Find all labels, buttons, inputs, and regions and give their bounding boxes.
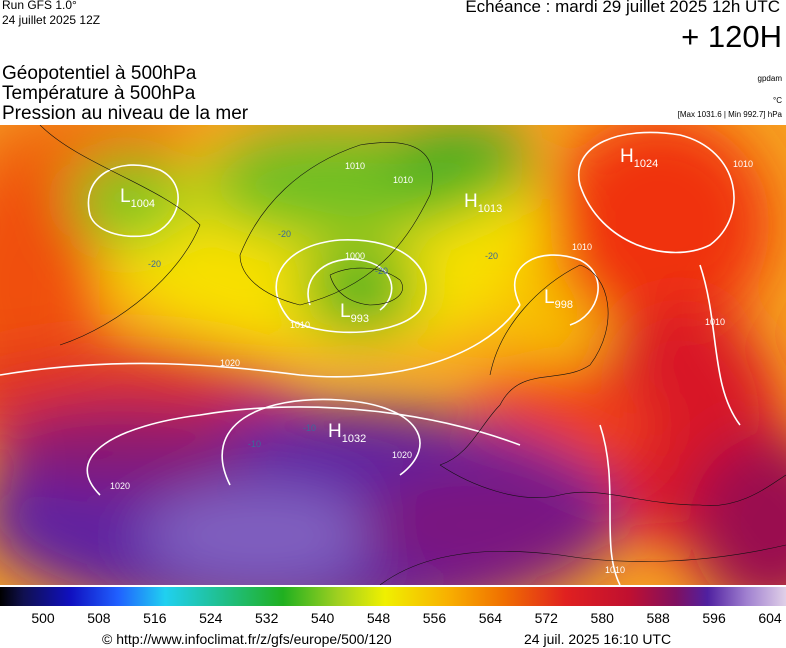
isobar-label: 1000 xyxy=(345,251,365,261)
run-date: 24 juillet 2025 12Z xyxy=(2,13,101,27)
center-value: 993 xyxy=(351,313,369,325)
temperature-label: -20 xyxy=(278,229,291,239)
valid-time: Echéance : mardi 29 juillet 2025 12h UTC xyxy=(465,0,780,16)
temperature-label: -10 xyxy=(303,423,316,433)
isobar-label: 1020 xyxy=(220,358,240,368)
colorbar-tick-label: 508 xyxy=(87,610,111,626)
pressure-center: H1032 xyxy=(328,421,366,445)
colorbar-tick-label: 564 xyxy=(478,610,503,626)
run-label: Run GFS 1.0° xyxy=(2,0,77,12)
colorbar-tick-label: 580 xyxy=(590,610,614,626)
colorbar-tick-label: 604 xyxy=(758,610,782,626)
temperature-label: -20 xyxy=(485,251,498,261)
isobar-label: 1010 xyxy=(733,159,753,169)
colorbar-tick-label: 524 xyxy=(199,610,223,626)
center-letter: L xyxy=(340,301,351,322)
temperature-label: -20 xyxy=(148,259,161,269)
isobar-label: 1010 xyxy=(572,242,592,252)
isobar-label: 1010 xyxy=(393,175,413,185)
center-value: 1024 xyxy=(634,158,658,170)
colorbar-tick-label: 556 xyxy=(422,610,447,626)
colorbar-tick-label: 500 xyxy=(31,610,55,626)
center-value: 1013 xyxy=(478,203,502,215)
lead-time: + 120H xyxy=(681,19,782,54)
isobar-label: 1020 xyxy=(110,481,130,491)
field-title: Température à 500hPa xyxy=(2,83,196,104)
field-title: Pression au niveau de la mer xyxy=(2,103,249,124)
pressure-center: H1024 xyxy=(620,146,658,170)
unit: °C xyxy=(773,96,782,105)
colorbar-tick-label: 540 xyxy=(310,610,335,626)
colorbar xyxy=(0,587,786,606)
timestamp: 24 juil. 2025 16:10 UTC xyxy=(524,631,672,647)
colorbar-tick-label: 572 xyxy=(534,610,558,626)
center-letter: H xyxy=(620,146,634,167)
center-value: 1032 xyxy=(342,433,366,445)
colorbar-tick-label: 588 xyxy=(646,610,670,626)
center-letter: L xyxy=(544,287,555,308)
isobar-label: 1020 xyxy=(392,450,412,460)
isobar-label: 1010 xyxy=(290,320,310,330)
center-value: 998 xyxy=(555,299,573,311)
isobar-label: 1010 xyxy=(705,317,725,327)
pressure-center: H1013 xyxy=(464,191,502,215)
field-title: Géopotentiel à 500hPa xyxy=(2,63,197,84)
unit: gpdam xyxy=(757,74,782,83)
temperature-label: -10 xyxy=(248,439,261,449)
unit: [Max 1031.6 | Min 992.7] hPa xyxy=(677,110,782,119)
colorbar-tick-label: 596 xyxy=(702,610,726,626)
pressure-center: L1004 xyxy=(120,186,155,210)
colorbar-tick-label: 516 xyxy=(143,610,167,626)
temperature-label: -20 xyxy=(375,266,388,276)
center-letter: H xyxy=(328,421,342,442)
pressure-center: L998 xyxy=(544,287,573,311)
center-letter: L xyxy=(120,186,131,207)
colorbar-tick-label: 548 xyxy=(366,610,391,626)
center-letter: H xyxy=(464,191,478,212)
pressure-center: L993 xyxy=(340,301,369,325)
source-url: © http://www.infoclimat.fr/z/gfs/europe/… xyxy=(102,631,392,647)
colorbar-tick-label: 532 xyxy=(255,610,279,626)
isobar-label: 1010 xyxy=(605,565,625,575)
center-value: 1004 xyxy=(131,198,155,210)
isobar-label: 1010 xyxy=(345,161,365,171)
